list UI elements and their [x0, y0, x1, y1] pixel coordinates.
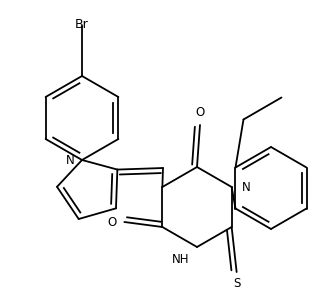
- Text: O: O: [107, 216, 116, 228]
- Text: S: S: [233, 277, 240, 290]
- Text: O: O: [195, 106, 204, 119]
- Text: N: N: [242, 181, 251, 193]
- Text: NH: NH: [172, 253, 189, 266]
- Text: Br: Br: [75, 18, 89, 31]
- Text: N: N: [66, 153, 74, 166]
